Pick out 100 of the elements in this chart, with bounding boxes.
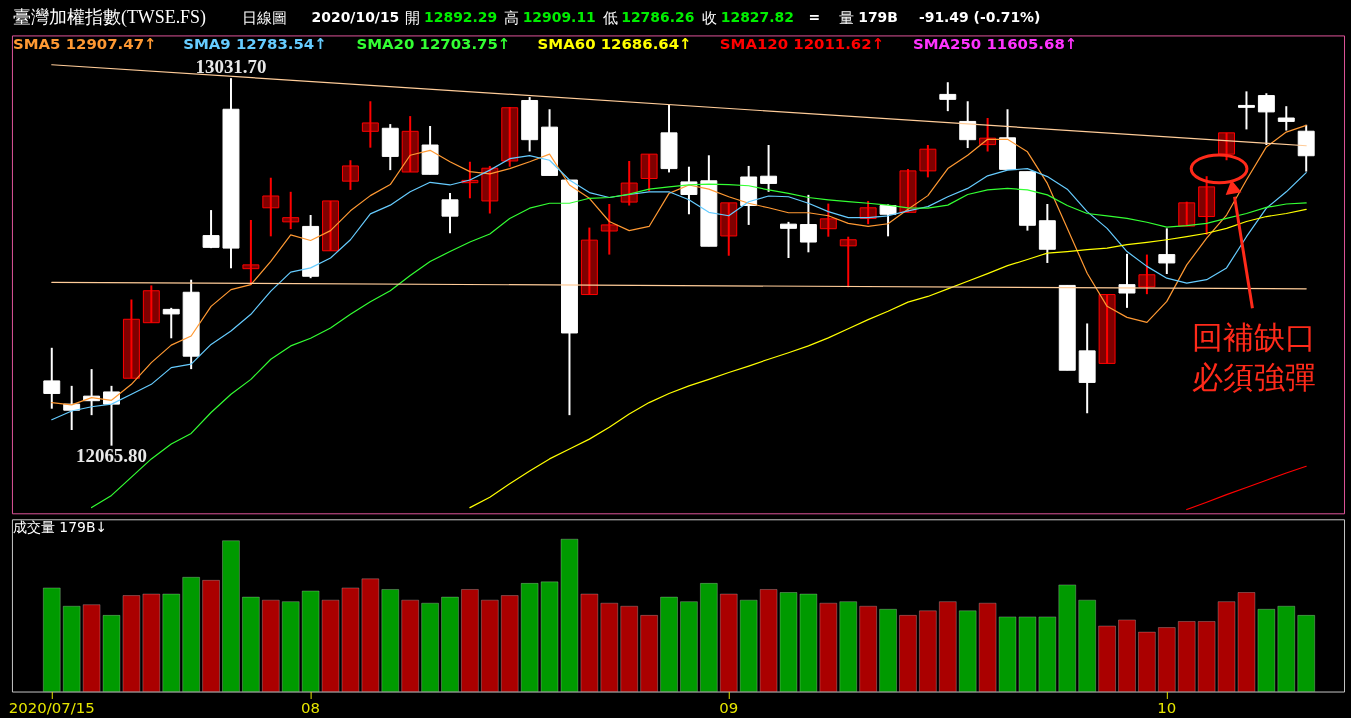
- bar: [1157, 627, 1176, 693]
- text: 收: [701, 9, 717, 28]
- chart-title: 成交量 179B↓: [12, 519, 108, 536]
- candlestick: [760, 144, 778, 193]
- candlestick: [122, 298, 140, 380]
- bar: [441, 596, 459, 693]
- text: 179B: [858, 9, 898, 26]
- legend-label: SMA250 11605.68↑: [912, 35, 1078, 54]
- text: SMA5 12907.47↑: [12, 35, 157, 54]
- candlestick: [262, 176, 280, 238]
- candlestick: [859, 199, 877, 226]
- text: 12786.26: [621, 9, 695, 26]
- bar: [938, 601, 957, 693]
- bar: [460, 588, 479, 693]
- candlestick: [202, 209, 220, 250]
- candlestick: [501, 105, 519, 168]
- x-tick-label: 08: [301, 698, 321, 717]
- bar: [958, 610, 977, 693]
- candlestick: [1158, 227, 1176, 275]
- text: -91.49 (-0.71%): [918, 9, 1041, 26]
- text: SMA20 12703.75↑: [356, 35, 511, 54]
- bar: [1177, 620, 1196, 693]
- candlestick: [939, 81, 957, 113]
- text: 低: [603, 9, 619, 28]
- text: 日線圖: [241, 9, 287, 28]
- candlestick: [620, 159, 638, 207]
- candlestick: [1198, 175, 1216, 236]
- bar: [42, 587, 61, 693]
- candlestick: [919, 144, 937, 179]
- bar: [879, 608, 898, 693]
- candlestick: [142, 284, 160, 324]
- chart-title: 臺灣加權指數(TWSE.FS): [12, 7, 207, 29]
- candlestick: [959, 100, 977, 150]
- bar: [660, 596, 678, 693]
- candlestick: [481, 164, 499, 215]
- bar: [202, 579, 221, 693]
- x-tick-label: 10: [1157, 698, 1177, 717]
- candlestick: [1238, 90, 1255, 131]
- candlestick: [242, 218, 260, 286]
- candlestick: [780, 220, 797, 260]
- bar: [699, 582, 718, 693]
- x-tick-label: 2020/07/15: [8, 698, 95, 717]
- candlestick: [361, 100, 379, 149]
- bar: [421, 602, 440, 693]
- bar: [500, 595, 519, 693]
- candlestick: [441, 191, 459, 235]
- candlestick: [799, 193, 817, 254]
- candlestick: [640, 153, 658, 193]
- candlestick: [401, 115, 419, 174]
- candlestick: [282, 190, 300, 231]
- candlestick: [1138, 253, 1156, 296]
- text: SMA120 12011.62↑: [719, 35, 885, 54]
- bar: [162, 593, 181, 693]
- candlestick: [580, 226, 598, 296]
- bar: [859, 605, 878, 693]
- annotation: 13031.70: [195, 56, 267, 78]
- candlestick: [1098, 293, 1116, 365]
- candlestick: [720, 201, 738, 257]
- bar: [1137, 631, 1156, 693]
- text: 開: [405, 9, 421, 28]
- candlestick: [1218, 131, 1236, 162]
- candlestick: [341, 159, 359, 191]
- bar: [1098, 625, 1117, 693]
- bar: [261, 599, 280, 693]
- bar: [719, 593, 738, 693]
- text: 高: [503, 9, 519, 28]
- bar: [1297, 614, 1316, 693]
- candlestick: [43, 346, 61, 410]
- bar: [381, 588, 400, 693]
- bar: [620, 605, 639, 693]
- bar: [640, 614, 659, 693]
- bar: [899, 614, 917, 693]
- candlestick: [1257, 92, 1275, 147]
- text: 2020/10/15: [311, 9, 400, 26]
- text: 12892.29: [424, 9, 498, 26]
- candlestick: [1178, 200, 1196, 228]
- annotation: 12065.80: [76, 444, 147, 466]
- candlestick: [1277, 105, 1295, 132]
- bar: [182, 576, 201, 693]
- bar: [480, 599, 499, 693]
- candlestick: [162, 306, 180, 340]
- text: 量: [839, 9, 855, 28]
- x-tick-label: 09: [719, 698, 739, 717]
- candlestick: [899, 167, 917, 214]
- candlestick: [879, 203, 897, 238]
- bar: [281, 601, 300, 693]
- text: SMA60 12686.64↑: [537, 35, 692, 54]
- bar: [1058, 584, 1077, 693]
- candlestick: [63, 384, 81, 431]
- text: =: [808, 9, 821, 26]
- bar: [222, 540, 240, 693]
- bar: [1118, 619, 1136, 693]
- candlestick: [839, 235, 857, 289]
- candlestick: [600, 202, 618, 256]
- text: SMA9 12783.54↑: [183, 35, 327, 54]
- bar: [241, 596, 260, 693]
- bar: [401, 599, 420, 693]
- annotation: 回補缺口必須強彈: [1191, 319, 1316, 395]
- bar: [918, 610, 937, 693]
- bar: [839, 601, 858, 693]
